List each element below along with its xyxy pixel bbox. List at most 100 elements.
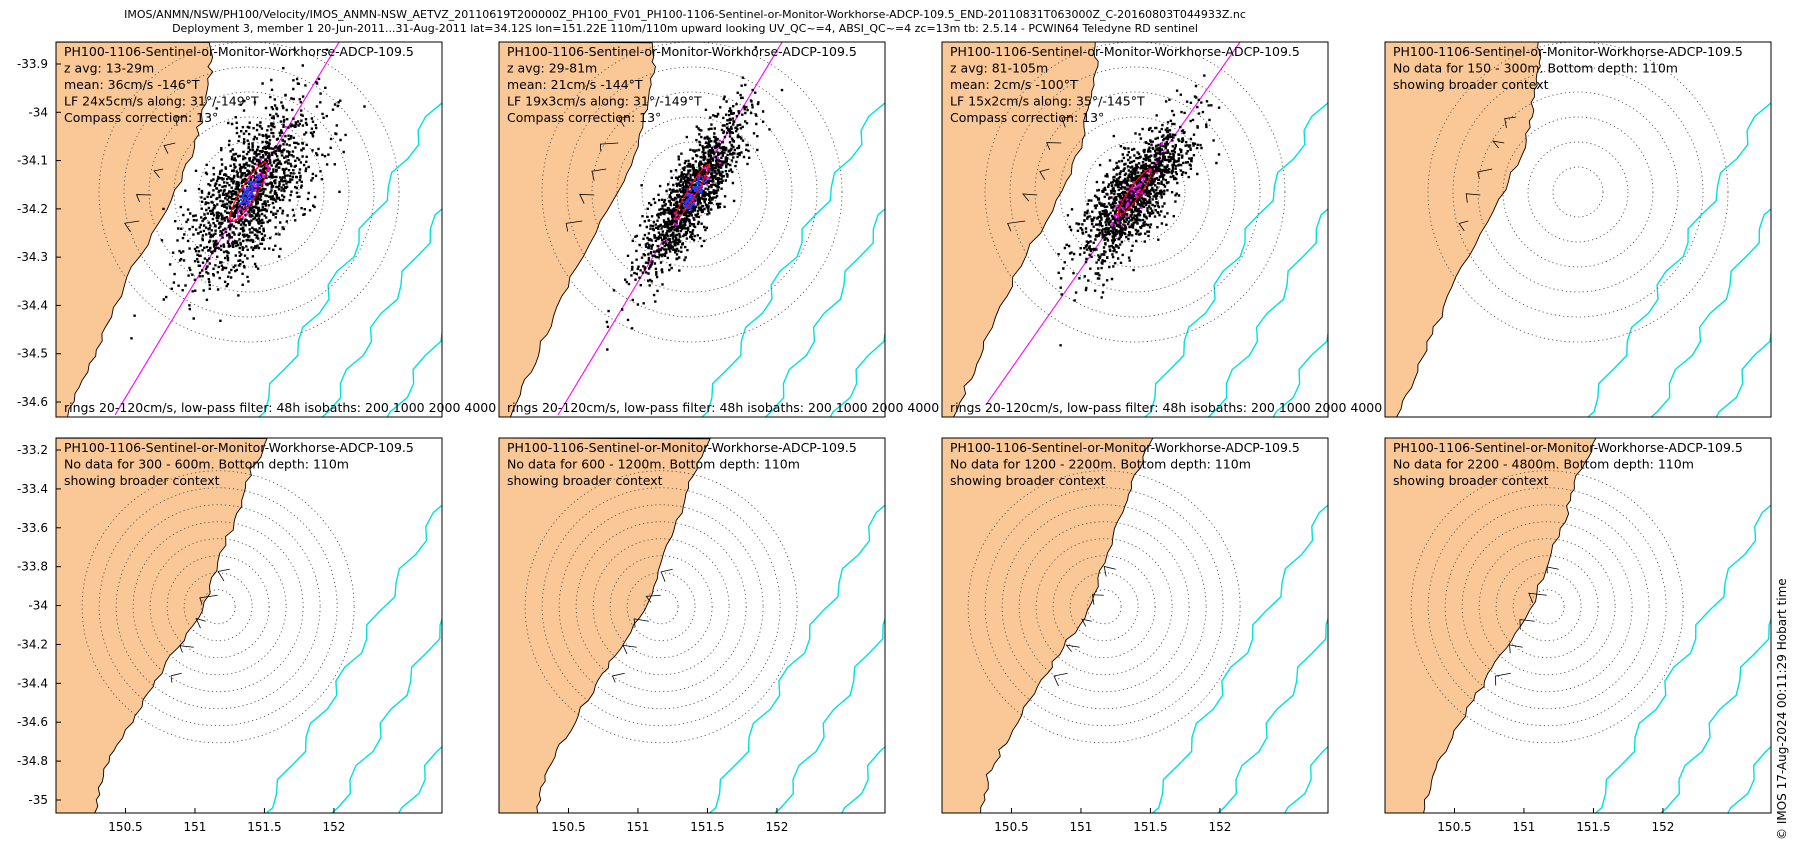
isobath-1000m <box>774 616 885 813</box>
estuary-inlet <box>618 116 631 127</box>
panel-text-line: Compass correction: 13° <box>507 110 661 125</box>
y-tick-label: -34 <box>28 105 48 119</box>
plot-frame <box>55 437 443 814</box>
estuary-inlet <box>1504 116 1517 129</box>
panel-annotations: PH100-1106-Sentinel-or-Monitor-Workhorse… <box>950 440 1300 488</box>
estuary-inlet <box>1081 618 1092 627</box>
speed-ring-60cms <box>173 116 325 268</box>
plot-frame <box>498 41 886 418</box>
figure-header-line2: Deployment 3, member 1 20-Jun-2011...31-… <box>172 22 1198 35</box>
speed-ring-100cms <box>566 66 818 318</box>
x-tick-label: 150.5 <box>108 820 142 834</box>
speed-ring-60cms <box>166 555 270 659</box>
plot-frame <box>1384 41 1772 418</box>
isobath-1000m <box>1650 208 1771 417</box>
speed-ring-60cms <box>1495 555 1599 659</box>
estuary-inlet <box>1065 644 1080 652</box>
speed-ring-40cms <box>641 141 743 243</box>
panel-text-line: Compass correction: 13° <box>64 110 218 125</box>
panel-annotations: PH100-1106-Sentinel-or-Monitor-Workhorse… <box>64 440 414 488</box>
figure-header-line1: IMOS/ANMN/NSW/PH100/Velocity/IMOS_ANMN-N… <box>124 8 1246 21</box>
speed-ring-60cms <box>609 555 713 659</box>
isobath-200m <box>1586 102 1771 417</box>
estuary-inlet <box>1458 220 1469 232</box>
panel-text-line: PH100-1106-Sentinel-or-Monitor-Workhorse… <box>1393 440 1743 455</box>
estuary-inlet <box>1495 672 1511 686</box>
speed-ring-100cms <box>1461 521 1633 693</box>
x-tick-label: 152 <box>1208 820 1231 834</box>
panel-row2-col1: PH100-1106-Sentinel-or-Monitor-Workhorse… <box>17 437 443 834</box>
panel-text-line: PH100-1106-Sentinel-or-Monitor-Workhorse… <box>64 44 414 59</box>
estuary-inlet <box>1022 193 1038 202</box>
estuary-inlet <box>124 220 140 233</box>
panel-row1-col4: PH100-1106-Sentinel-or-Monitor-Workhorse… <box>1384 41 1772 418</box>
scatter-points <box>1057 74 1221 347</box>
isobath-2000m <box>386 329 442 417</box>
speed-ring-40cms <box>626 572 696 642</box>
y-tick-label: -34 <box>28 599 48 613</box>
panel-text-line: No data for 300 - 600m. Bottom depth: 11… <box>64 457 349 472</box>
speed-ring-40cms <box>1512 572 1582 642</box>
isobath-200m <box>1594 504 1771 813</box>
estuary-inlet <box>1519 619 1535 630</box>
speed-ring-60cms <box>1052 555 1156 659</box>
speed-ring-120cms <box>541 42 843 343</box>
speed-ring-100cms <box>123 66 375 318</box>
panel-text-line: No data for 600 - 1200m. Bottom depth: 1… <box>507 457 800 472</box>
context-ring <box>967 470 1241 744</box>
land-mass <box>499 438 711 813</box>
isobath-1000m <box>1207 208 1328 417</box>
variance-ellipse <box>229 161 269 223</box>
x-tick-label: 150.5 <box>1437 820 1471 834</box>
panel-row1-col2: PH100-1106-Sentinel-or-Monitor-Workhorse… <box>498 41 939 418</box>
panel-text-line: showing broader context <box>1393 473 1549 488</box>
context-ring <box>81 470 355 744</box>
speed-ring-40cms <box>183 572 253 642</box>
isobath-200m <box>1151 504 1328 813</box>
speed-ring-120cms <box>1427 42 1729 343</box>
panel-text-line: PH100-1106-Sentinel-or-Monitor-Workhorse… <box>507 440 857 455</box>
isobath-1000m <box>331 616 442 813</box>
speed-ring-40cms <box>1069 572 1139 642</box>
speed-ring-120cms <box>1444 504 1650 710</box>
estuary-inlet <box>179 645 194 653</box>
panel-row1-col1: PH100-1106-Sentinel-or-Monitor-Workhorse… <box>17 41 496 418</box>
isobath-1000m <box>321 208 442 417</box>
estuary-inlet <box>1492 140 1505 149</box>
estuary-inlet <box>611 672 625 683</box>
speed-ring-120cms <box>984 42 1286 343</box>
panel-text-line: z avg: 13-29m <box>64 61 154 76</box>
estuary-inlet <box>1509 644 1523 654</box>
variance-ellipse <box>674 164 710 220</box>
plot-frame <box>941 41 1329 418</box>
estuary-inlet <box>163 142 176 154</box>
panel-text-line: z avg: 29-81m <box>507 61 597 76</box>
panel-footer: rings 20-120cm/s, low-pass filter: 48h i… <box>507 400 939 415</box>
isobath-200m <box>257 102 442 417</box>
speed-ring-20cms <box>1086 589 1122 625</box>
panel-text-line: PH100-1106-Sentinel-or-Monitor-Workhorse… <box>950 44 1300 59</box>
isobath-2000m <box>398 745 442 813</box>
estuary-inlet <box>565 220 583 232</box>
x-tick-label: 150.5 <box>551 820 585 834</box>
y-tick-label: -33.9 <box>17 57 48 71</box>
velocity-scatter <box>605 46 784 351</box>
isobath-200m <box>265 504 442 813</box>
speed-ring-80cms <box>1478 538 1616 676</box>
speed-ring-20cms <box>200 589 236 625</box>
speed-ring-40cms <box>1084 141 1186 243</box>
context-ring <box>1410 470 1684 744</box>
y-tick-label: -33.4 <box>17 482 48 496</box>
panel-footer: rings 20-120cm/s, low-pass filter: 48h i… <box>950 400 1382 415</box>
panel-text-line: LF 24x5cm/s along: 31°/-149°T <box>64 94 259 109</box>
x-tick-label: 151 <box>627 820 650 834</box>
estuary-inlet <box>153 168 164 178</box>
y-tick-label: -34.2 <box>17 637 48 651</box>
panel-text-line: LF 15x2cm/s along: 35°/-145°T <box>950 94 1145 109</box>
estuary-inlet <box>175 116 188 127</box>
x-tick-label: 152 <box>765 820 788 834</box>
speed-ring-120cms <box>1001 504 1207 710</box>
plot-frame <box>55 41 443 418</box>
estuary-inlet <box>1039 168 1050 180</box>
speed-ring-80cms <box>1034 91 1236 293</box>
